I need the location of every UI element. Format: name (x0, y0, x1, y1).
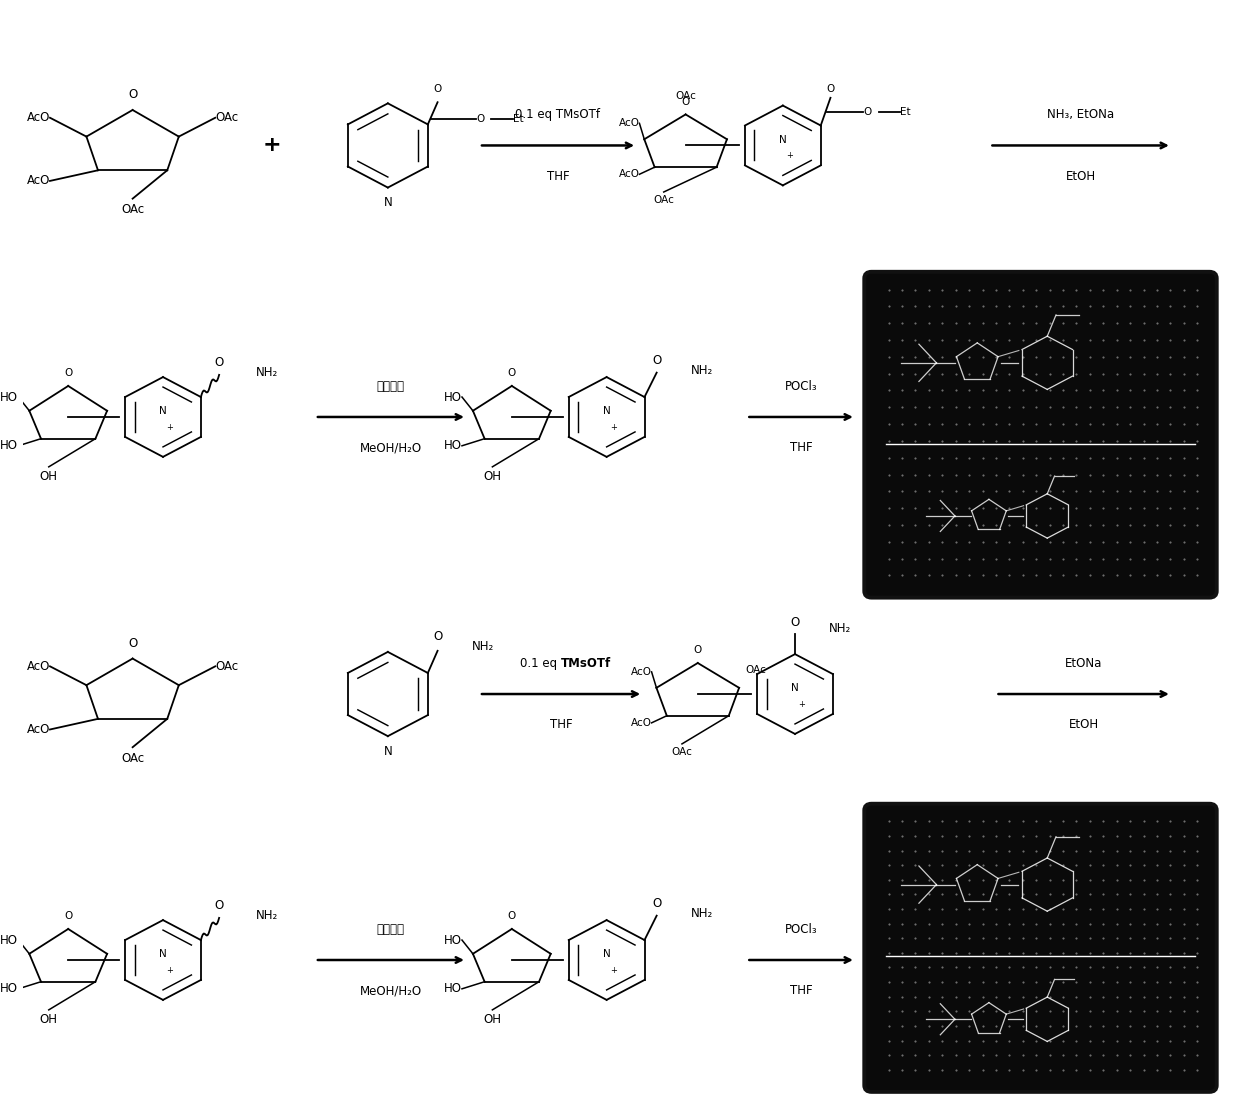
Text: N: N (791, 683, 799, 693)
Text: Et: Et (513, 113, 523, 123)
Text: N: N (159, 407, 167, 417)
Text: EtOH: EtOH (1069, 719, 1099, 731)
Text: O: O (790, 615, 800, 629)
Text: HO: HO (444, 439, 463, 452)
Text: O: O (215, 357, 223, 369)
Text: +: + (166, 422, 174, 431)
Text: +: + (786, 151, 794, 160)
Text: NH₂: NH₂ (471, 640, 494, 653)
Text: O: O (863, 107, 872, 118)
Text: O: O (64, 911, 72, 921)
Text: HO: HO (0, 933, 19, 947)
Text: OAc: OAc (653, 196, 675, 206)
Text: O: O (433, 630, 443, 643)
Text: NH₂: NH₂ (255, 367, 278, 379)
Text: HO: HO (444, 391, 463, 403)
Text: O: O (476, 113, 485, 123)
FancyBboxPatch shape (864, 803, 1216, 1092)
Text: N: N (603, 407, 610, 417)
Text: O: O (128, 88, 138, 101)
Text: AcO: AcO (631, 718, 651, 728)
Text: MeOH/H₂O: MeOH/H₂O (360, 984, 422, 998)
Text: AcO: AcO (26, 723, 50, 735)
Text: AcO: AcO (619, 169, 640, 179)
Text: NH₂: NH₂ (255, 909, 278, 922)
Text: O: O (215, 899, 223, 912)
Text: O: O (434, 84, 441, 94)
Text: THF: THF (549, 719, 573, 731)
Text: OH: OH (40, 1013, 58, 1027)
Text: N: N (383, 197, 392, 210)
Text: OH: OH (484, 470, 501, 483)
Text: OAc: OAc (216, 111, 238, 124)
Text: OAc: OAc (122, 752, 144, 764)
Text: N: N (383, 745, 392, 758)
Text: OAc: OAc (745, 664, 766, 674)
Text: Et: Et (900, 107, 910, 118)
Text: AcO: AcO (26, 111, 50, 124)
Text: POCl₃: POCl₃ (785, 380, 817, 392)
Text: O: O (682, 97, 689, 107)
Text: AcO: AcO (631, 667, 651, 677)
Text: O: O (507, 368, 516, 378)
Text: THF: THF (790, 984, 812, 998)
Text: HO: HO (0, 982, 19, 995)
Text: N: N (603, 950, 610, 960)
Text: +: + (610, 422, 618, 431)
Text: O: O (826, 84, 835, 94)
Text: HO: HO (444, 933, 463, 947)
Text: AcO: AcO (26, 660, 50, 673)
Text: NH₃, EtONa: NH₃, EtONa (1047, 108, 1115, 121)
Text: O: O (652, 354, 661, 367)
Text: NH₂: NH₂ (691, 364, 713, 377)
Text: HO: HO (0, 391, 19, 403)
Text: THF: THF (790, 441, 812, 454)
FancyBboxPatch shape (864, 272, 1216, 598)
Text: HO: HO (0, 439, 19, 452)
Text: O: O (128, 637, 138, 650)
Text: EtOH: EtOH (1065, 170, 1096, 183)
Text: EtONa: EtONa (1065, 657, 1102, 670)
Text: TMsOTf: TMsOTf (560, 657, 611, 670)
Text: O: O (652, 897, 661, 910)
Text: NH₂: NH₂ (691, 907, 713, 920)
Text: THF: THF (547, 170, 569, 183)
Text: OAc: OAc (672, 748, 692, 758)
Text: 化学拆分: 化学拆分 (377, 380, 405, 392)
Text: OAc: OAc (675, 91, 696, 101)
Text: OAc: OAc (216, 660, 238, 673)
Text: OAc: OAc (122, 203, 144, 216)
Text: AcO: AcO (619, 118, 640, 128)
Text: N: N (779, 134, 786, 144)
Text: HO: HO (444, 982, 463, 995)
Text: OH: OH (40, 470, 58, 483)
Text: N: N (159, 950, 167, 960)
Text: AcO: AcO (26, 174, 50, 188)
Text: 0.1 eq TMsOTf: 0.1 eq TMsOTf (516, 108, 600, 121)
Text: POCl₃: POCl₃ (785, 922, 817, 935)
Text: O: O (507, 911, 516, 921)
Text: OH: OH (484, 1013, 501, 1027)
Text: NH₂: NH₂ (830, 622, 852, 635)
Text: O: O (64, 368, 72, 378)
Text: +: + (166, 965, 174, 974)
Text: 化学拆分: 化学拆分 (377, 922, 405, 935)
Text: MeOH/H₂O: MeOH/H₂O (360, 441, 422, 454)
Text: O: O (693, 645, 702, 655)
Text: +: + (610, 965, 618, 974)
Text: 0.1 eq: 0.1 eq (520, 657, 560, 670)
Text: +: + (799, 700, 806, 709)
Text: +: + (263, 136, 281, 156)
